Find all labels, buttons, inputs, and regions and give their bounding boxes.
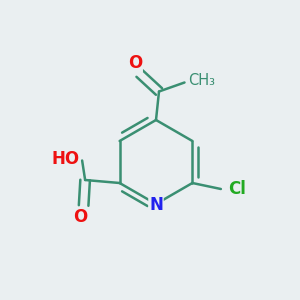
Text: HO: HO bbox=[51, 150, 79, 168]
Text: Cl: Cl bbox=[228, 180, 246, 198]
Text: N: N bbox=[149, 196, 163, 214]
Text: O: O bbox=[128, 54, 142, 72]
Text: O: O bbox=[74, 208, 88, 226]
Text: CH₃: CH₃ bbox=[188, 74, 215, 88]
